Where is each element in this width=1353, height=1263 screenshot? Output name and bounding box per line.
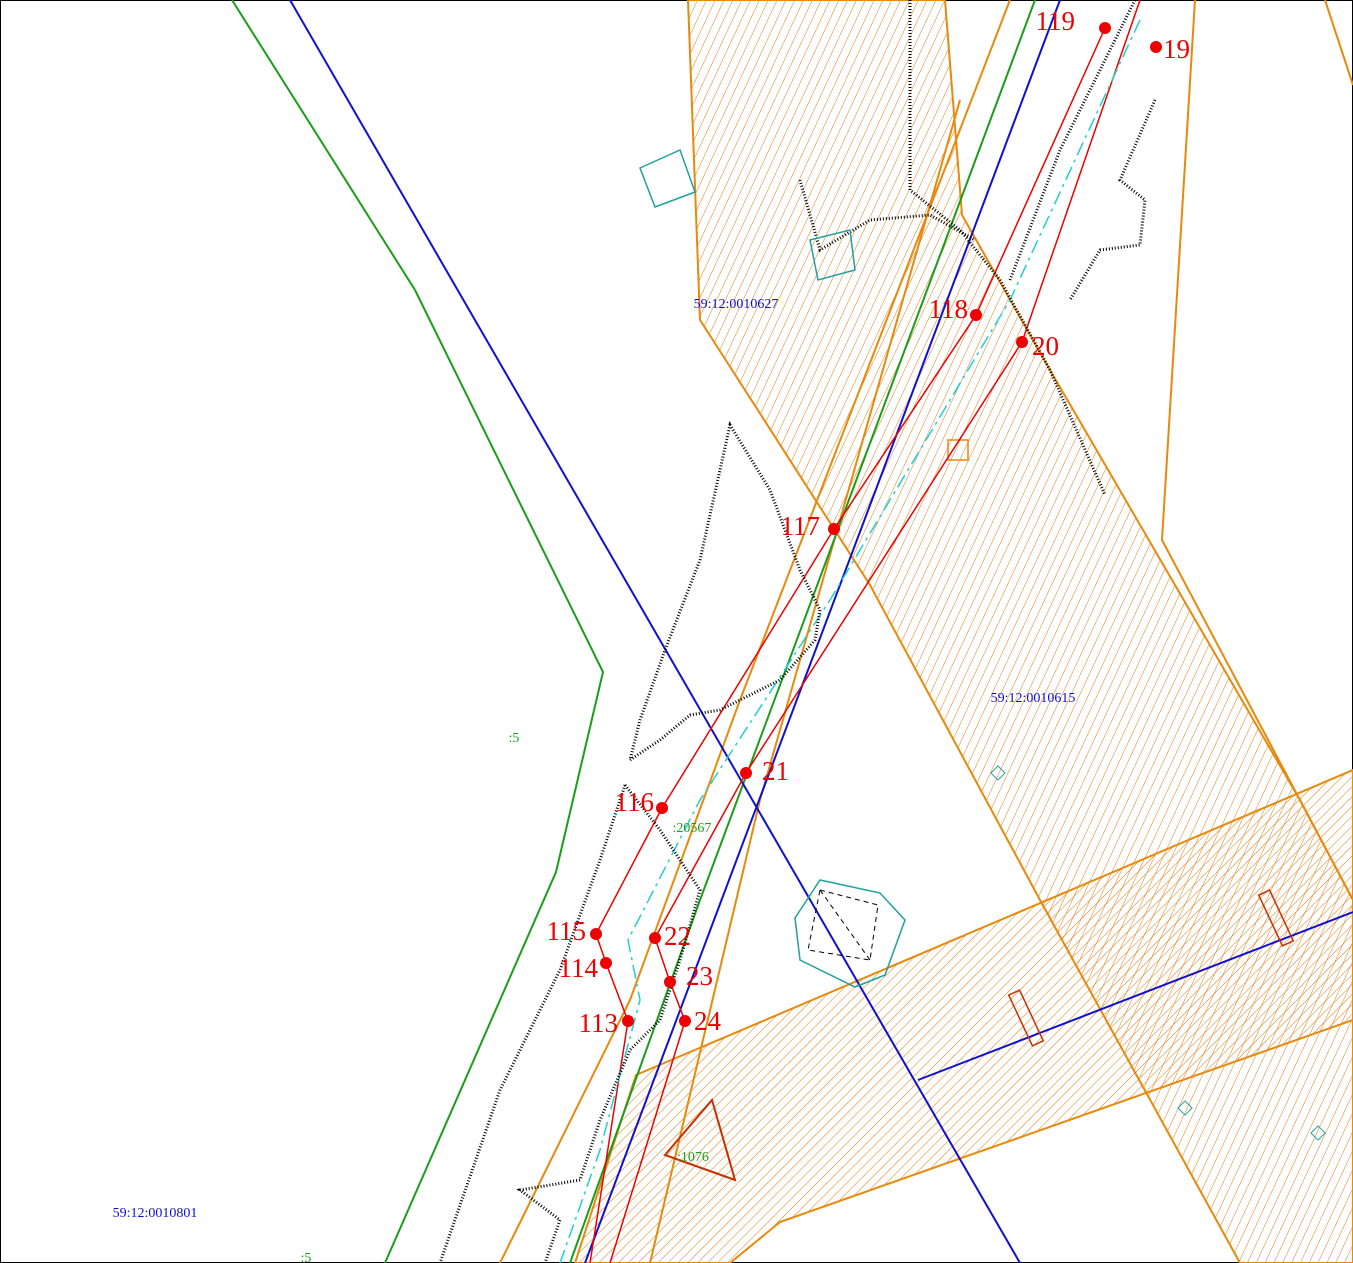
survey-point [970,309,982,321]
contours [438,0,1157,1263]
point-label: 118 [929,294,969,324]
point-label: 20 [1032,331,1059,361]
point-label: 116 [615,787,655,817]
survey-point [590,928,602,940]
survey-point [649,932,661,944]
point-label: 114 [559,953,599,983]
point-label: 119 [1036,6,1076,36]
survey-point [664,976,676,988]
survey-point [600,957,612,969]
zones [499,0,1353,1263]
survey-point [656,802,668,814]
parcel-label: 59:12:0010627 [694,297,779,312]
survey-point [622,1015,634,1027]
structures [639,148,1326,1182]
point-label: 19 [1163,34,1190,64]
parcel-label: 59:12:0010615 [991,691,1076,706]
point-label: 23 [686,961,713,991]
point-label: 115 [547,916,587,946]
point-label: 21 [762,756,789,786]
survey-point [828,523,840,535]
point-label: 113 [579,1008,619,1038]
parcel-label: 59:12:0010801 [113,1206,198,1221]
point-label: 24 [694,1006,722,1036]
survey-point [740,767,752,779]
parcel-label: :5 [301,1251,312,1263]
survey-point [1150,41,1162,53]
survey-point [1099,22,1111,34]
point-label: 22 [664,921,691,951]
parcel-label: :5 [509,731,520,746]
parcel-label: :20567 [673,821,712,836]
parcel-label: :1076 [677,1150,709,1165]
point-label: 117 [781,511,821,541]
survey-point [679,1015,691,1027]
survey-point [1016,336,1028,348]
